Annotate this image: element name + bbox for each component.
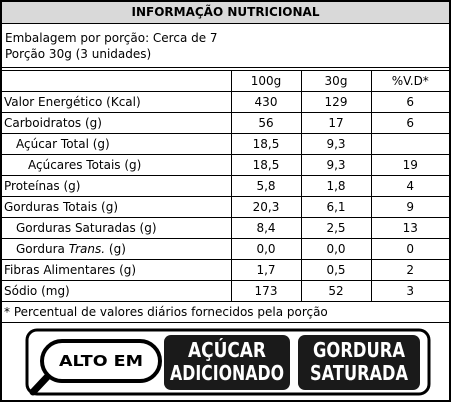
label-text: Açúcares Totais (g) [28, 158, 142, 172]
value-cell: 430 [230, 91, 302, 113]
value-cell: 9,3 [300, 154, 372, 176]
value-cell: 17 [300, 112, 372, 134]
value-cell: 13 [370, 217, 449, 239]
label-text: Gorduras Totais (g) [4, 200, 119, 214]
nutrient-row: Sódio (mg) 173 52 3 [2, 280, 449, 302]
magnifier-lens [40, 339, 162, 383]
value-cell: 129 [300, 91, 372, 113]
label-text: Fibras Alimentares (g) [4, 263, 137, 277]
value-cell: 0 [370, 238, 449, 260]
value-cell: 1,8 [300, 175, 372, 197]
nutrient-row: Carboidratos (g) 56 17 6 [2, 112, 449, 134]
value-cell: 6 [370, 91, 449, 113]
label-text: Carboidratos (g) [4, 116, 102, 130]
value-cell: 9,3 [300, 133, 372, 155]
value-cell: 1,7 [230, 259, 302, 281]
value-cell: 8,4 [230, 217, 302, 239]
value-cell: 18,5 [230, 133, 302, 155]
value-cell: 173 [230, 280, 302, 302]
info-line: Porção 30g (3 unidades) [5, 47, 152, 61]
nutrient-row: Açúcares Totais (g) 18,5 9,3 19 [2, 154, 449, 176]
nutrient-label: Proteínas (g) [2, 175, 232, 197]
header-cell: 100g [230, 70, 302, 92]
nutrient-label: Fibras Alimentares (g) [2, 259, 232, 281]
seal-box [164, 335, 290, 390]
label-suffix: (g) [108, 242, 126, 256]
nutrient-row: Gorduras Totais (g) 20,3 6,1 9 [2, 196, 449, 218]
value-cell: 19 [370, 154, 449, 176]
info-line: Embalagem por porção: Cerca de 7 [5, 31, 218, 45]
nutrient-label: Gorduras Saturadas (g) [2, 217, 232, 239]
serving-info: Embalagem por porção: Cerca de 7 Porção … [2, 24, 449, 68]
footnote-row: * Percentual de valores diários fornecid… [2, 301, 449, 323]
value-cell: 4 [370, 175, 449, 197]
value-cell: 0,0 [230, 238, 302, 260]
label-text: Proteínas (g) [4, 179, 81, 193]
header-cell: %V.D* [370, 70, 449, 92]
nutrient-row: Gorduras Saturadas (g) 8,4 2,5 13 [2, 217, 449, 239]
value-cell: 6 [370, 112, 449, 134]
seal-text: SATURADA [310, 361, 408, 385]
nutrient-row: Fibras Alimentares (g) 1,7 0,5 2 [2, 259, 449, 281]
value-cell: 5,8 [230, 175, 302, 197]
value-cell: 9 [370, 196, 449, 218]
header-cell [2, 70, 232, 92]
seal-box [298, 335, 420, 390]
seal-text: GORDURA [313, 338, 405, 362]
value-cell [370, 133, 449, 155]
nutrient-label: Açúcares Totais (g) [2, 154, 232, 176]
label-text: Gorduras Saturadas (g) [16, 221, 157, 235]
nutrient-label: Carboidratos (g) [2, 112, 232, 134]
magnifier-handle [29, 372, 52, 396]
value-cell: 20,3 [230, 196, 302, 218]
nutrient-row: Proteínas (g) 5,8 1,8 4 [2, 175, 449, 197]
label-italic: Trans. [68, 242, 106, 256]
value-cell: 6,1 [300, 196, 372, 218]
value-cell: 3 [370, 280, 449, 302]
label-text: Sódio (mg) [4, 284, 70, 298]
nutrient-row: Valor Energético (Kcal) 430 129 6 [2, 91, 449, 113]
value-cell: 0,5 [300, 259, 372, 281]
nutrient-label: Sódio (mg) [2, 280, 232, 302]
label-text: Valor Energético (Kcal) [4, 95, 141, 109]
nutrient-label: Açúcar Total (g) [2, 133, 232, 155]
seal-text: ADICIONADO [170, 361, 284, 385]
footnote: * Percentual de valores diários fornecid… [2, 301, 449, 323]
value-cell: 52 [300, 280, 372, 302]
value-cell: 2,5 [300, 217, 372, 239]
label-text: Gordura [16, 242, 65, 256]
value-cell: 56 [230, 112, 302, 134]
nutrient-row: Açúcar Total (g) 18,5 9,3 [2, 133, 449, 155]
value-cell: 18,5 [230, 154, 302, 176]
label-text: Açúcar Total (g) [16, 137, 110, 151]
seal-text: AÇÚCAR [188, 338, 266, 362]
header-row: 100g 30g %V.D* [2, 70, 449, 92]
header-cell: 30g [300, 70, 372, 92]
nutrient-label: Gorduras Totais (g) [2, 196, 232, 218]
nutrient-row: Gordura Trans. (g) 0,0 0,0 0 [2, 238, 449, 260]
nutrition-table: 100g 30g %V.D* Valor Energético (Kcal) 430 12… [2, 70, 449, 323]
nutrient-label: Gordura Trans. (g) [2, 238, 232, 260]
title: INFORMAÇÃO NUTRICIONAL [2, 2, 449, 24]
value-cell: 0,0 [300, 238, 372, 260]
seal-prefix: ALTO EM [59, 352, 143, 370]
value-cell: 2 [370, 259, 449, 281]
nutrient-label: Valor Energético (Kcal) [2, 91, 232, 113]
